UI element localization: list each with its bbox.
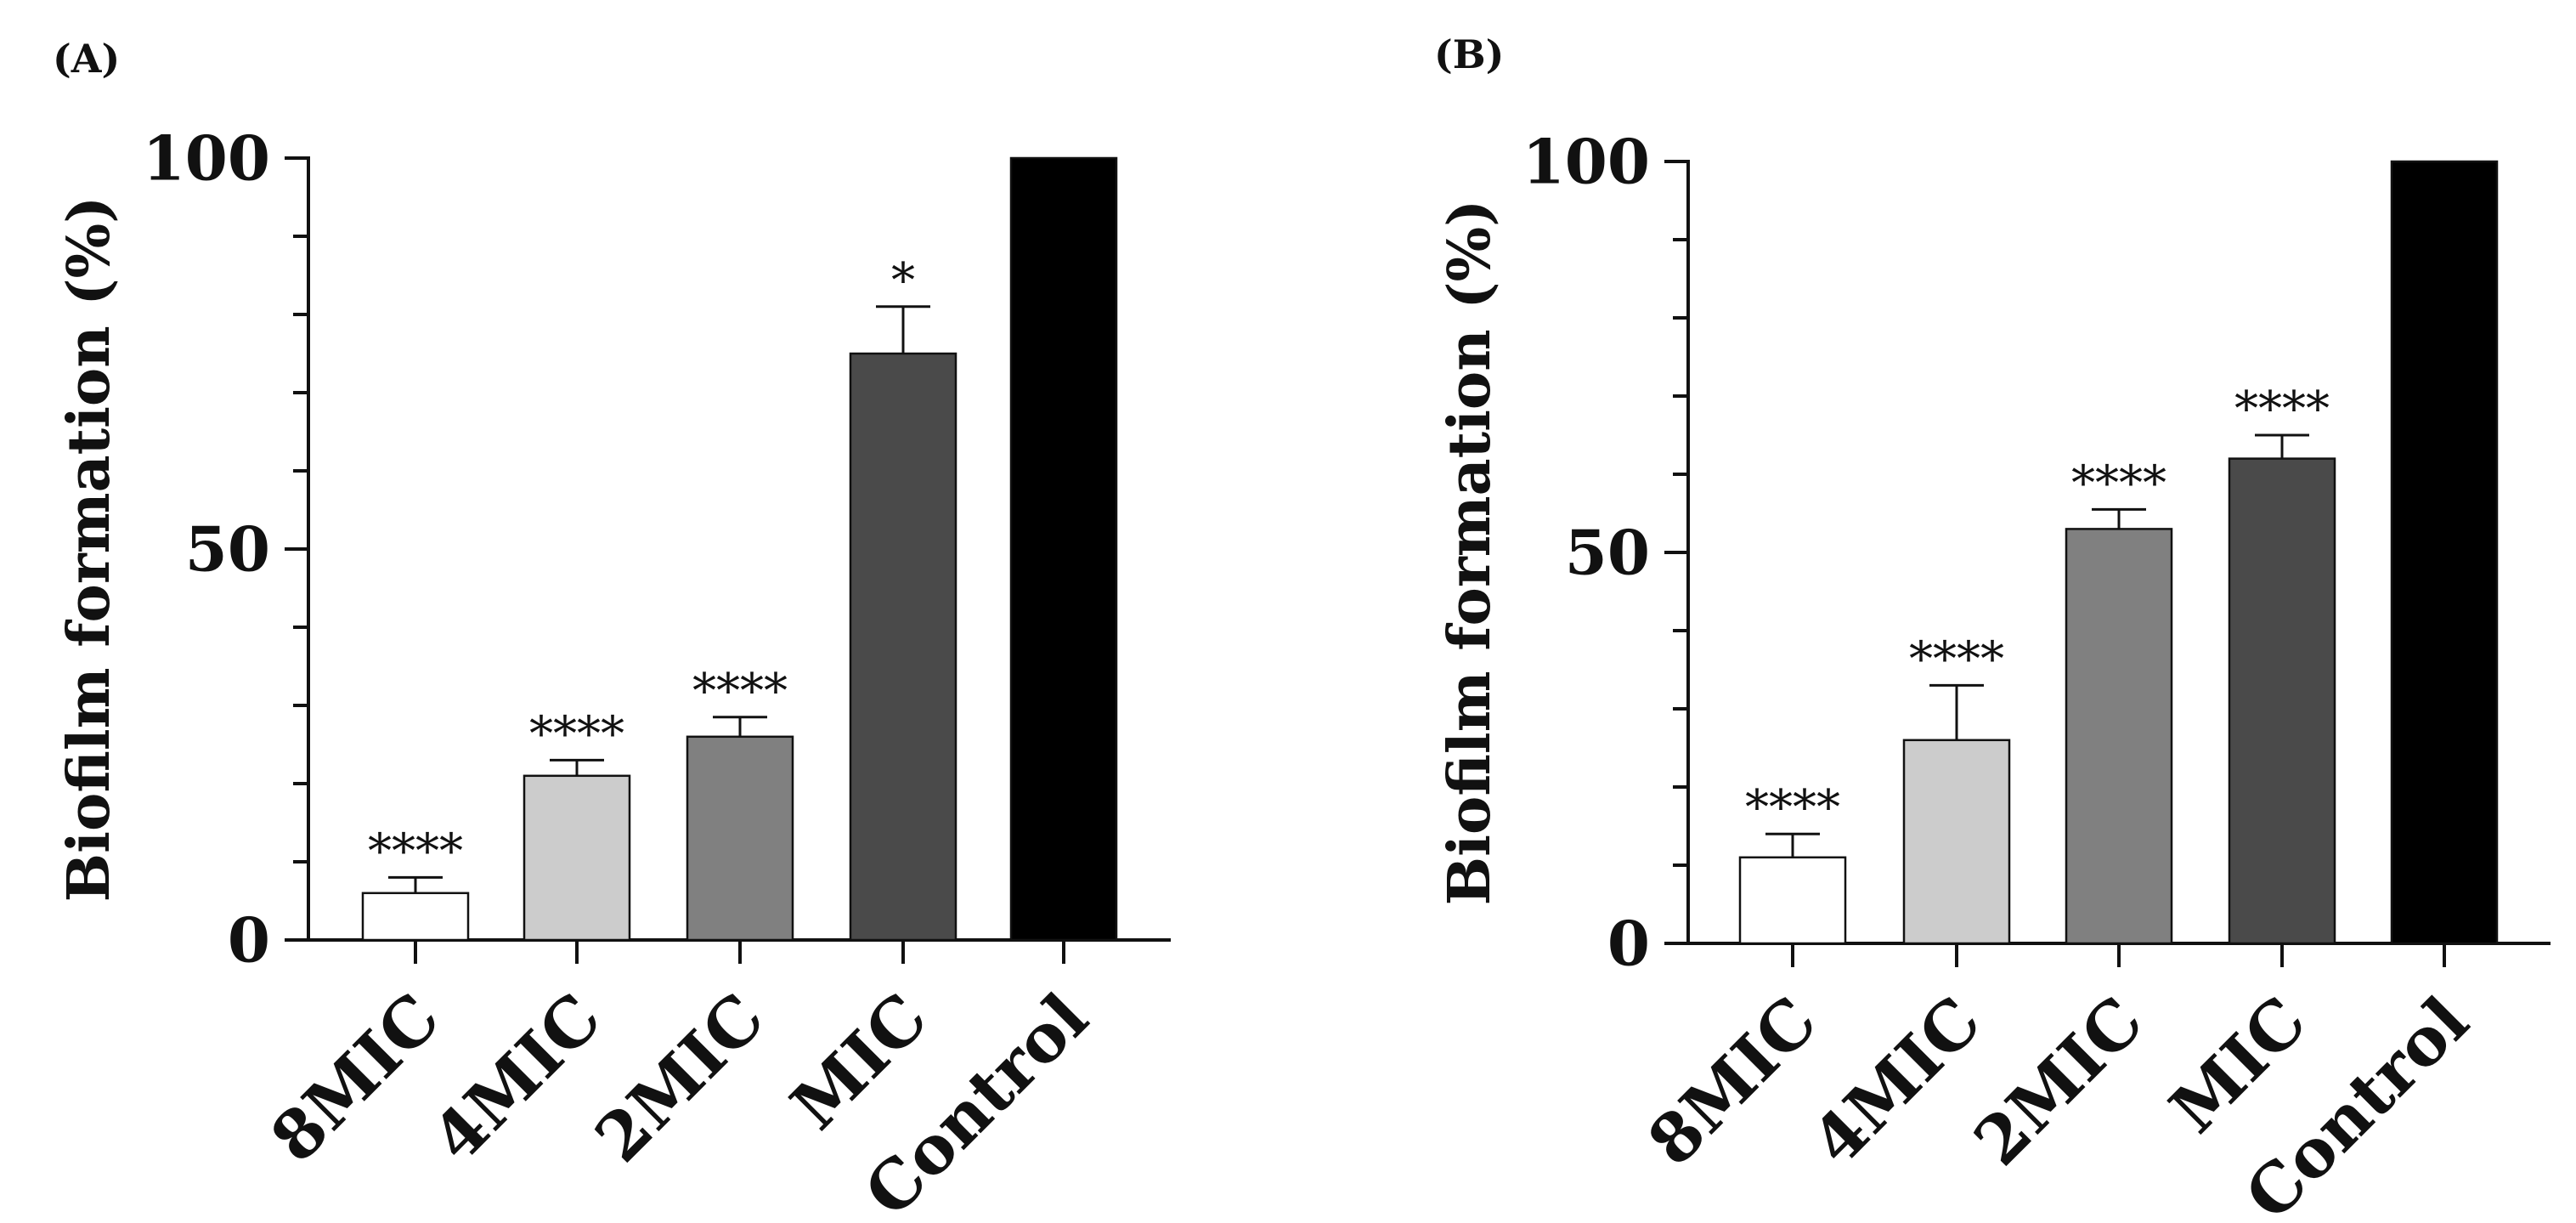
y-tick-label: 50 — [185, 513, 270, 586]
bar-mic — [849, 352, 958, 942]
category-label: 4MIC — [1798, 982, 1996, 1181]
category-label: 4MIC — [418, 979, 616, 1177]
bar-2mic — [2065, 528, 2173, 945]
bar-4mic — [1902, 739, 2011, 945]
panel-b: (B) 0 50 100 Biofilm formation (%) **** 8MIC **… — [1434, 31, 2551, 1223]
y-tick-label: 100 — [143, 122, 270, 195]
y-axis-title: Biofilm formation (%) — [55, 196, 123, 903]
bar-4mic — [523, 774, 631, 942]
significance-label: * — [891, 253, 915, 309]
panel-label: (A) — [53, 36, 120, 82]
category-label: 2MIC — [581, 979, 779, 1177]
significance-label: **** — [2071, 456, 2166, 511]
bar-control — [1009, 156, 1118, 942]
significance-label: **** — [368, 824, 463, 879]
panel-label: (B) — [1434, 31, 1504, 77]
y-tick-label: 0 — [228, 904, 270, 977]
y-tick-label: 100 — [1522, 126, 1650, 198]
bar-8mic — [361, 892, 470, 942]
significance-label: **** — [692, 664, 788, 719]
category-label: 8MIC — [257, 979, 455, 1177]
category-label: 2MIC — [1960, 982, 2158, 1181]
significance-label: **** — [1745, 780, 1840, 835]
significance-label: **** — [529, 706, 624, 762]
y-axis-title: Biofilm formation (%) — [1436, 200, 1504, 906]
significance-label: **** — [2234, 382, 2330, 437]
bar-mic — [2228, 457, 2336, 945]
significance-label: **** — [1909, 631, 2004, 687]
y-tick-label: 50 — [1565, 517, 1650, 589]
bar-8mic — [1738, 856, 1847, 945]
y-tick-label: 0 — [1607, 908, 1650, 980]
bar-2mic — [686, 735, 794, 942]
bar-control — [2390, 160, 2499, 945]
category-label: 8MIC — [1634, 982, 1832, 1181]
